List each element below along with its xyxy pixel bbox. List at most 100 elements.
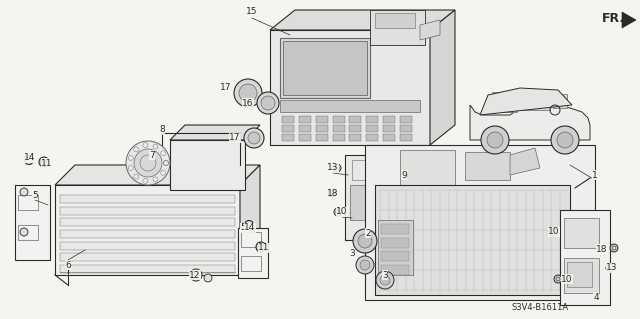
Bar (60, 230, 235, 238)
Bar (60, 253, 235, 261)
Bar (381, 238, 409, 248)
Text: 13: 13 (327, 164, 339, 173)
Bar (60, 207, 235, 215)
Circle shape (554, 275, 562, 283)
Circle shape (360, 260, 370, 270)
Bar (282, 134, 294, 141)
Polygon shape (170, 125, 260, 140)
Circle shape (190, 269, 202, 281)
Text: 10: 10 (548, 227, 560, 236)
Bar (375, 185, 570, 295)
Text: 8: 8 (159, 125, 165, 135)
Text: 13: 13 (606, 263, 618, 272)
Bar (241, 256, 261, 271)
Bar (18, 225, 38, 240)
Bar (567, 262, 592, 287)
Bar (18, 195, 38, 210)
Bar (60, 218, 235, 226)
Bar (280, 100, 420, 112)
Text: 11: 11 (259, 243, 269, 253)
Circle shape (328, 189, 336, 197)
Bar (60, 242, 235, 250)
Bar (299, 125, 311, 132)
Polygon shape (270, 10, 455, 30)
Bar (381, 224, 409, 234)
Bar (381, 251, 409, 261)
Bar (400, 116, 412, 123)
Bar (383, 116, 395, 123)
Text: 3: 3 (349, 249, 355, 257)
Circle shape (333, 164, 341, 172)
Circle shape (358, 234, 372, 248)
Bar (560, 210, 610, 305)
Circle shape (39, 157, 49, 167)
Text: 7: 7 (149, 151, 155, 160)
Circle shape (334, 208, 342, 216)
Circle shape (610, 244, 618, 252)
Bar (465, 152, 510, 180)
Bar (270, 30, 430, 145)
Polygon shape (240, 165, 260, 275)
Bar (283, 41, 367, 95)
Bar (299, 116, 311, 123)
Bar (282, 116, 294, 123)
Circle shape (126, 141, 170, 185)
Bar (366, 125, 378, 132)
Bar (345, 155, 385, 240)
Bar (60, 195, 235, 203)
Bar (383, 125, 395, 132)
Text: 14: 14 (24, 153, 36, 162)
Bar (492, 92, 517, 112)
Bar (383, 134, 395, 141)
Bar (238, 228, 268, 278)
Circle shape (353, 229, 377, 253)
Bar (241, 232, 261, 247)
Bar (349, 125, 362, 132)
Bar (400, 134, 412, 141)
Text: 17: 17 (220, 84, 232, 93)
Bar (522, 90, 550, 110)
Text: 5: 5 (240, 224, 246, 233)
Bar (564, 258, 599, 293)
Polygon shape (510, 148, 540, 175)
Polygon shape (420, 20, 440, 40)
Bar (381, 265, 409, 275)
Circle shape (248, 132, 260, 144)
Polygon shape (622, 12, 636, 28)
Text: 10: 10 (336, 207, 348, 217)
Bar (15, 185, 50, 260)
Bar (365, 145, 595, 300)
Bar (333, 134, 344, 141)
Circle shape (244, 220, 253, 229)
Text: 14: 14 (244, 224, 256, 233)
Circle shape (244, 128, 264, 148)
Polygon shape (430, 10, 455, 145)
Text: 4: 4 (593, 293, 599, 301)
Text: 17: 17 (229, 133, 241, 143)
Bar (333, 125, 344, 132)
Text: 15: 15 (246, 8, 258, 17)
Text: 3: 3 (382, 271, 388, 279)
Circle shape (557, 132, 573, 148)
Circle shape (487, 132, 503, 148)
Circle shape (234, 79, 262, 107)
Bar (55, 185, 240, 275)
Bar (350, 185, 378, 220)
Text: FR.: FR. (602, 11, 625, 25)
Text: 1: 1 (592, 170, 598, 180)
Circle shape (376, 271, 394, 289)
Text: 6: 6 (65, 261, 71, 270)
Circle shape (551, 126, 579, 154)
Circle shape (256, 242, 266, 252)
Circle shape (356, 256, 374, 274)
Circle shape (24, 155, 33, 165)
Text: 12: 12 (189, 271, 201, 279)
Bar (299, 134, 311, 141)
Text: 11: 11 (41, 159, 52, 167)
Text: S3V4-B1611A: S3V4-B1611A (511, 302, 568, 311)
Text: 5: 5 (32, 190, 38, 199)
Circle shape (134, 149, 162, 177)
Polygon shape (480, 88, 572, 115)
Circle shape (549, 228, 557, 236)
Bar (316, 134, 328, 141)
